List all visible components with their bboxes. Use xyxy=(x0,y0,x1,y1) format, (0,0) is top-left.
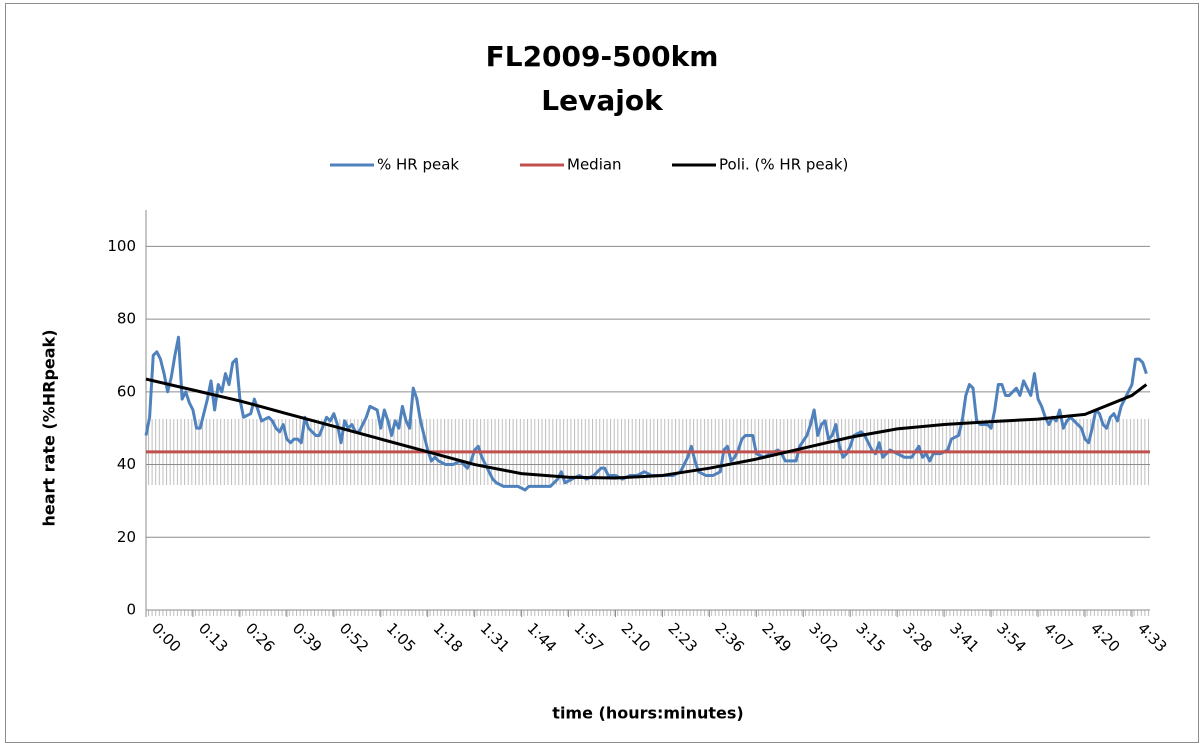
y-tick-label: 60 xyxy=(117,382,136,400)
chart-subtitle: Levajok xyxy=(541,84,664,117)
legend-label: Poli. (% HR peak) xyxy=(719,156,848,174)
chart-title: FL2009-500km xyxy=(486,40,719,73)
chart-border xyxy=(5,3,1199,743)
legend-label: % HR peak xyxy=(377,156,459,174)
y-tick-label: 40 xyxy=(117,455,136,473)
minor-ticks xyxy=(146,610,1150,616)
x-axis-title: time (hours:minutes) xyxy=(552,704,743,723)
series-line xyxy=(145,377,1148,480)
legend-label: Median xyxy=(567,156,622,174)
y-tick-label: 0 xyxy=(126,601,136,619)
y-tick-label: 100 xyxy=(107,237,136,255)
y-tick-label: 80 xyxy=(117,310,136,328)
y-axis-title: heart rate (%HRpeak) xyxy=(40,329,59,526)
y-tick-label: 20 xyxy=(117,528,136,546)
